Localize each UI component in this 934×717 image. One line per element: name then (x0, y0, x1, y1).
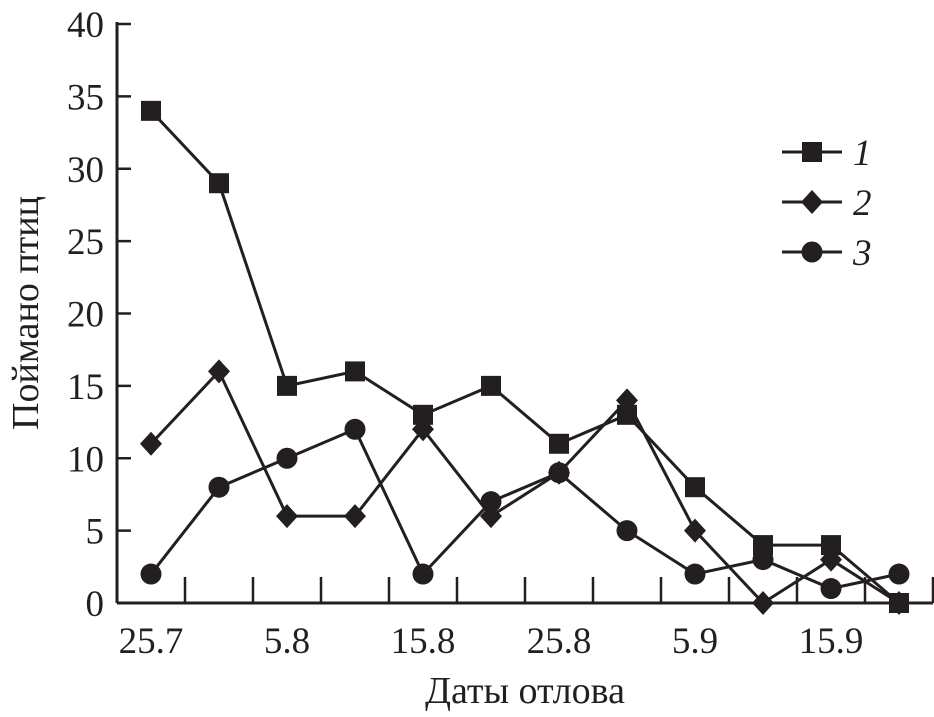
diamond-marker (480, 504, 502, 529)
circle-marker (140, 563, 162, 585)
diamond-marker (820, 547, 842, 572)
legend: 1 2 3 (782, 133, 872, 274)
diamond-marker (752, 591, 774, 615)
legend-label: 3 (852, 233, 872, 274)
series-line (149, 368, 900, 605)
y-tick-label: 5 (86, 512, 105, 553)
y-tick-label: 10 (67, 439, 104, 480)
circle-marker (888, 563, 910, 585)
circle-marker (344, 418, 366, 440)
square-marker (753, 535, 773, 556)
circle-marker (480, 491, 502, 513)
legend-item-1: 1 (782, 133, 872, 174)
legend-label: 2 (853, 183, 872, 224)
diamond-marker (276, 504, 298, 529)
series-3 (140, 418, 910, 600)
square-marker (481, 375, 501, 396)
series-1 (141, 100, 909, 613)
square-marker (413, 404, 433, 425)
circle-marker (820, 578, 842, 600)
square-marker (549, 433, 569, 454)
series-line (149, 427, 900, 591)
square-marker (277, 375, 297, 396)
y-tick-label: 30 (67, 150, 104, 191)
legend-item-3: 3 (782, 233, 872, 274)
square-marker (209, 173, 229, 194)
diamond-marker (140, 431, 162, 456)
square-marker (802, 142, 822, 162)
circle-marker (412, 563, 434, 585)
legend-item-2: 2 (782, 183, 872, 224)
square-marker (685, 477, 705, 498)
legend-label: 1 (853, 133, 872, 174)
circle-marker (548, 462, 570, 484)
x-tick-label: 15.9 (799, 621, 864, 662)
diamond-marker (616, 388, 638, 413)
circle-marker (684, 563, 706, 585)
diamond-marker (344, 504, 366, 529)
circle-marker (752, 549, 774, 571)
diamond-marker (888, 591, 910, 615)
y-tick-label: 25 (67, 222, 104, 263)
y-tick-label: 15 (67, 367, 104, 408)
x-axis-label: Даты отлова (425, 670, 625, 712)
y-axis-label: Поймано птиц (5, 196, 47, 430)
circle-marker (616, 520, 638, 542)
circle-marker (801, 241, 823, 263)
square-marker (345, 361, 365, 382)
diamond-marker (684, 518, 706, 543)
square-marker (141, 100, 161, 121)
axes: 0 5 10 15 20 25 30 35 40 25.7 5.8 15.8 25.8 5.9 15.9 (67, 5, 934, 662)
circle-marker (276, 447, 298, 469)
circle-marker (208, 476, 230, 498)
y-tick-label: 40 (67, 5, 104, 46)
diamond-marker (208, 359, 230, 384)
y-tick-label: 0 (86, 584, 105, 625)
x-tick-label: 25.7 (119, 621, 184, 662)
series-line (149, 109, 900, 605)
x-tick-label: 15.8 (391, 621, 456, 662)
x-tick-label: 25.8 (527, 621, 592, 662)
x-tick-label: 5.8 (264, 621, 310, 662)
diamond-marker (412, 417, 434, 442)
y-tick-label: 35 (67, 77, 104, 118)
y-tick-label: 20 (67, 295, 104, 336)
square-marker (821, 535, 841, 556)
series-group (140, 100, 910, 615)
diamond-marker (801, 190, 823, 214)
x-tick-label: 5.9 (672, 621, 718, 662)
